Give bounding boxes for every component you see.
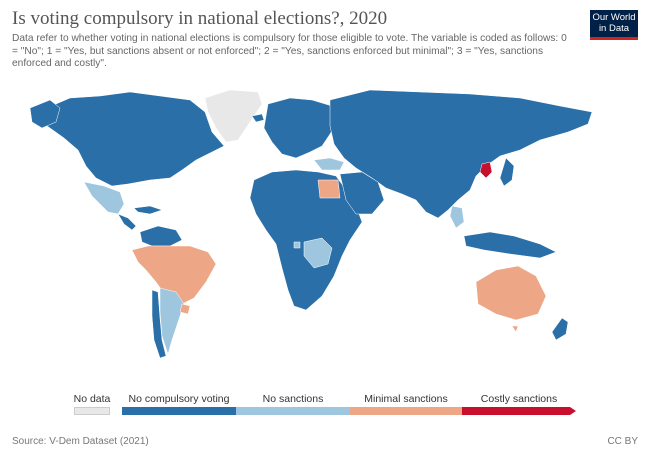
legend-arrow	[570, 407, 576, 415]
logo-line-1: Our World	[592, 12, 636, 23]
source-note: Source: V-Dem Dataset (2021)	[12, 436, 149, 447]
region-chile[interactable]	[151, 289, 167, 359]
legend-label-no-sanctions: No sanctions	[262, 393, 324, 405]
owid-logo[interactable]: Our World in Data	[590, 10, 638, 40]
region-thailand[interactable]	[449, 205, 465, 229]
region-australia[interactable]	[475, 265, 547, 321]
legend-swatch-no-sanctions[interactable]	[236, 407, 350, 415]
legend-swatch-minimal-sanctions[interactable]	[350, 407, 462, 415]
chart-subtitle: Data refer to whether voting in national…	[12, 33, 567, 69]
legend-label-no-data: No data	[73, 393, 111, 405]
region-japan[interactable]	[499, 157, 515, 187]
chart-title: Is voting compulsory in national electio…	[12, 8, 388, 29]
legend-swatch-costly-sanctions[interactable]	[462, 407, 570, 415]
logo-line-2: in Data	[598, 22, 630, 34]
region-europe[interactable]	[263, 97, 339, 159]
region-caribbean[interactable]	[133, 205, 163, 215]
region-turkey[interactable]	[313, 157, 345, 171]
region-greenland[interactable]	[204, 89, 263, 143]
region-egypt[interactable]	[317, 179, 341, 199]
region-mexico[interactable]	[83, 181, 125, 215]
region-africa[interactable]	[249, 169, 363, 311]
legend-label-costly-sanctions: Costly sanctions	[480, 393, 558, 405]
region-north-korea[interactable]	[479, 161, 493, 179]
region-gabon[interactable]	[293, 241, 301, 249]
region-tasmania[interactable]	[511, 325, 519, 333]
region-uruguay[interactable]	[179, 303, 191, 315]
region-north-america[interactable]	[37, 91, 225, 187]
region-south-america-central[interactable]	[131, 245, 217, 307]
region-argentina[interactable]	[159, 287, 185, 355]
region-central-america[interactable]	[117, 213, 137, 231]
region-dr-congo[interactable]	[303, 237, 333, 269]
license-link[interactable]: CC BY	[607, 436, 638, 447]
region-alaska[interactable]	[29, 99, 61, 129]
legend-swatch-no-compulsory[interactable]	[122, 407, 236, 415]
legend-label-no-compulsory: No compulsory voting	[128, 393, 230, 405]
region-new-zealand[interactable]	[551, 317, 569, 341]
region-southeast-asia[interactable]	[463, 231, 557, 259]
region-middle-east[interactable]	[339, 171, 385, 215]
legend-swatch-no-data[interactable]	[74, 407, 110, 415]
region-northern-south-america[interactable]	[139, 225, 183, 247]
region-iceland[interactable]	[251, 113, 265, 123]
legend-label-minimal-sanctions: Minimal sanctions	[364, 393, 448, 405]
